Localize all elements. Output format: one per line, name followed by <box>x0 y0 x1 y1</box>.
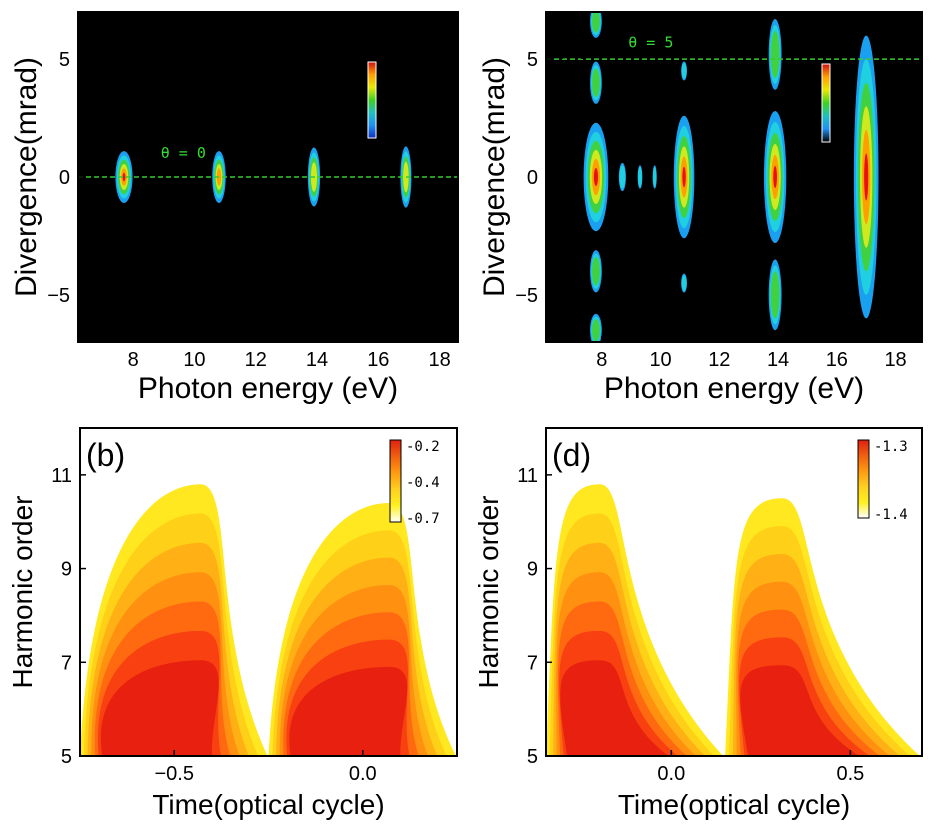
y-tick-label: 11 <box>51 465 72 487</box>
x-tick-label: −0.5 <box>155 763 194 785</box>
plot-frame <box>79 427 458 757</box>
plot-area-b <box>80 428 457 756</box>
x-tick-label: 8 <box>596 349 607 371</box>
y-tick-label: 7 <box>61 652 72 674</box>
x-tick-label: 14 <box>767 349 789 371</box>
x-tick-label: 0.5 <box>836 763 864 785</box>
panel-a: θ = 0 8 10 12 14 16 18 5 0 −5 Photon energy (eV) Di… <box>10 11 459 405</box>
colorbar-tick-label: 2.6 <box>381 60 401 76</box>
panel-label: (d) <box>552 437 591 473</box>
harmonic-spot <box>590 61 602 104</box>
x-tick-label: 16 <box>826 349 848 371</box>
harmonic-ridge <box>546 484 724 756</box>
harmonic-spot <box>681 273 687 293</box>
harmonic-spot <box>853 35 879 319</box>
x-tick-label: 18 <box>884 349 906 371</box>
colorbar-gradient <box>821 63 831 143</box>
harmonic-spot <box>400 146 412 208</box>
y-axis-label: Divergence(mrad) <box>478 57 511 297</box>
y-axis-label: Divergence(mrad) <box>10 57 43 297</box>
colorbar-gradient <box>367 61 377 139</box>
x-axis-label: Photon energy (eV) <box>138 372 398 405</box>
colorbar-tick-label: -0.4 <box>406 475 440 491</box>
harmonic-spot <box>681 61 687 81</box>
harmonic-spot <box>590 12 602 38</box>
harmonic-spot <box>768 19 782 90</box>
y-tick-label: 5 <box>527 746 538 768</box>
x-tick-label: 16 <box>367 349 389 371</box>
plot-area-d <box>546 428 922 756</box>
panel-label: (b) <box>86 437 125 473</box>
angle-annotation: θ = 0 <box>161 144 206 162</box>
y-tick-label: 9 <box>527 559 538 581</box>
panel-c: θ = 5 8 10 12 14 16 18 5 0 −5 Photon energy (eV) Di… <box>478 11 923 405</box>
y-tick-label: −5 <box>515 285 538 307</box>
plot-frame <box>545 427 923 757</box>
x-tick-label: 10 <box>649 349 671 371</box>
y-tick-label: 9 <box>61 559 72 581</box>
colorbar-tick-label: -1.4 <box>874 507 908 523</box>
x-tick-label: 0.0 <box>349 763 377 785</box>
colorbar: 2.0 1.6 1.2 0.8 <box>821 62 855 146</box>
y-tick-label: −5 <box>47 285 70 307</box>
colorbar-tick-label: -1.3 <box>874 439 908 455</box>
colorbar: -1.3 -1.4 <box>857 439 908 523</box>
harmonic-spot <box>115 151 133 203</box>
colorbar-tick-label: 0.8 <box>835 130 855 146</box>
x-tick-label: 8 <box>128 349 139 371</box>
plot-area-c: θ = 5 <box>546 12 922 342</box>
plot-area-a: θ = 0 <box>78 12 458 342</box>
harmonic-spot <box>763 111 787 243</box>
harmonic-ridge <box>80 484 268 756</box>
harmonic-spot <box>583 122 609 232</box>
harmonic-spot <box>673 115 695 239</box>
colorbar-gradient <box>857 439 870 519</box>
harmonic-ridge <box>725 498 920 756</box>
y-tick-label: 5 <box>527 49 538 71</box>
colorbar-gradient <box>389 439 402 523</box>
colorbar-tick-label: 2.2 <box>381 126 401 142</box>
panel-d: 0.0 0.5 5 7 9 11 Time(optical cycle) Harmonic o… <box>473 427 923 820</box>
y-tick-label: 11 <box>517 465 538 487</box>
harmonic-spot <box>637 165 643 189</box>
x-tick-label: 12 <box>708 349 730 371</box>
x-tick-label: 14 <box>306 349 328 371</box>
x-axis-label: Photon energy (eV) <box>604 372 864 405</box>
y-tick-label: 7 <box>527 652 538 674</box>
panel-b: −0.5 0.0 5 7 9 11 Time(optical cycle) Harmonic … <box>7 427 458 820</box>
x-tick-label: 18 <box>428 349 450 371</box>
y-tick-label: 5 <box>59 49 70 71</box>
harmonic-spot <box>618 162 626 192</box>
harmonic-ridge <box>268 502 457 756</box>
colorbar-tick-label: 1.2 <box>835 107 855 123</box>
x-tick-label: 10 <box>183 349 205 371</box>
panel-label: (a) <box>84 22 126 60</box>
x-axis-label: Time(optical cycle) <box>618 789 850 820</box>
harmonic-spot <box>768 259 782 331</box>
y-axis-label: Harmonic order <box>7 496 38 689</box>
x-axis-label: Time(optical cycle) <box>152 789 384 820</box>
y-tick-label: 5 <box>61 746 72 768</box>
harmonic-spot <box>652 165 657 189</box>
x-tick-label: 0.0 <box>657 763 685 785</box>
harmonic-spot <box>590 313 602 342</box>
colorbar: -0.2 -0.4 -0.7 <box>389 439 440 527</box>
y-axis-label: Harmonic order <box>473 496 504 689</box>
colorbar-tick-label: -0.7 <box>406 511 440 527</box>
colorbar-tick-label: 2.0 <box>835 62 855 78</box>
colorbar: 2.6 2.4 2.2 <box>367 60 401 142</box>
angle-annotation: θ = 5 <box>628 33 673 51</box>
colorbar-tick-label: 1.6 <box>835 85 855 101</box>
harmonic-spot <box>590 250 602 293</box>
colorbar-tick-label: -0.2 <box>406 439 440 455</box>
y-tick-label: 0 <box>527 167 538 189</box>
y-tick-label: 0 <box>59 167 70 189</box>
panel-label: (c) <box>552 22 592 60</box>
colorbar-tick-label: 2.4 <box>381 93 401 109</box>
x-tick-label: 12 <box>245 349 267 371</box>
